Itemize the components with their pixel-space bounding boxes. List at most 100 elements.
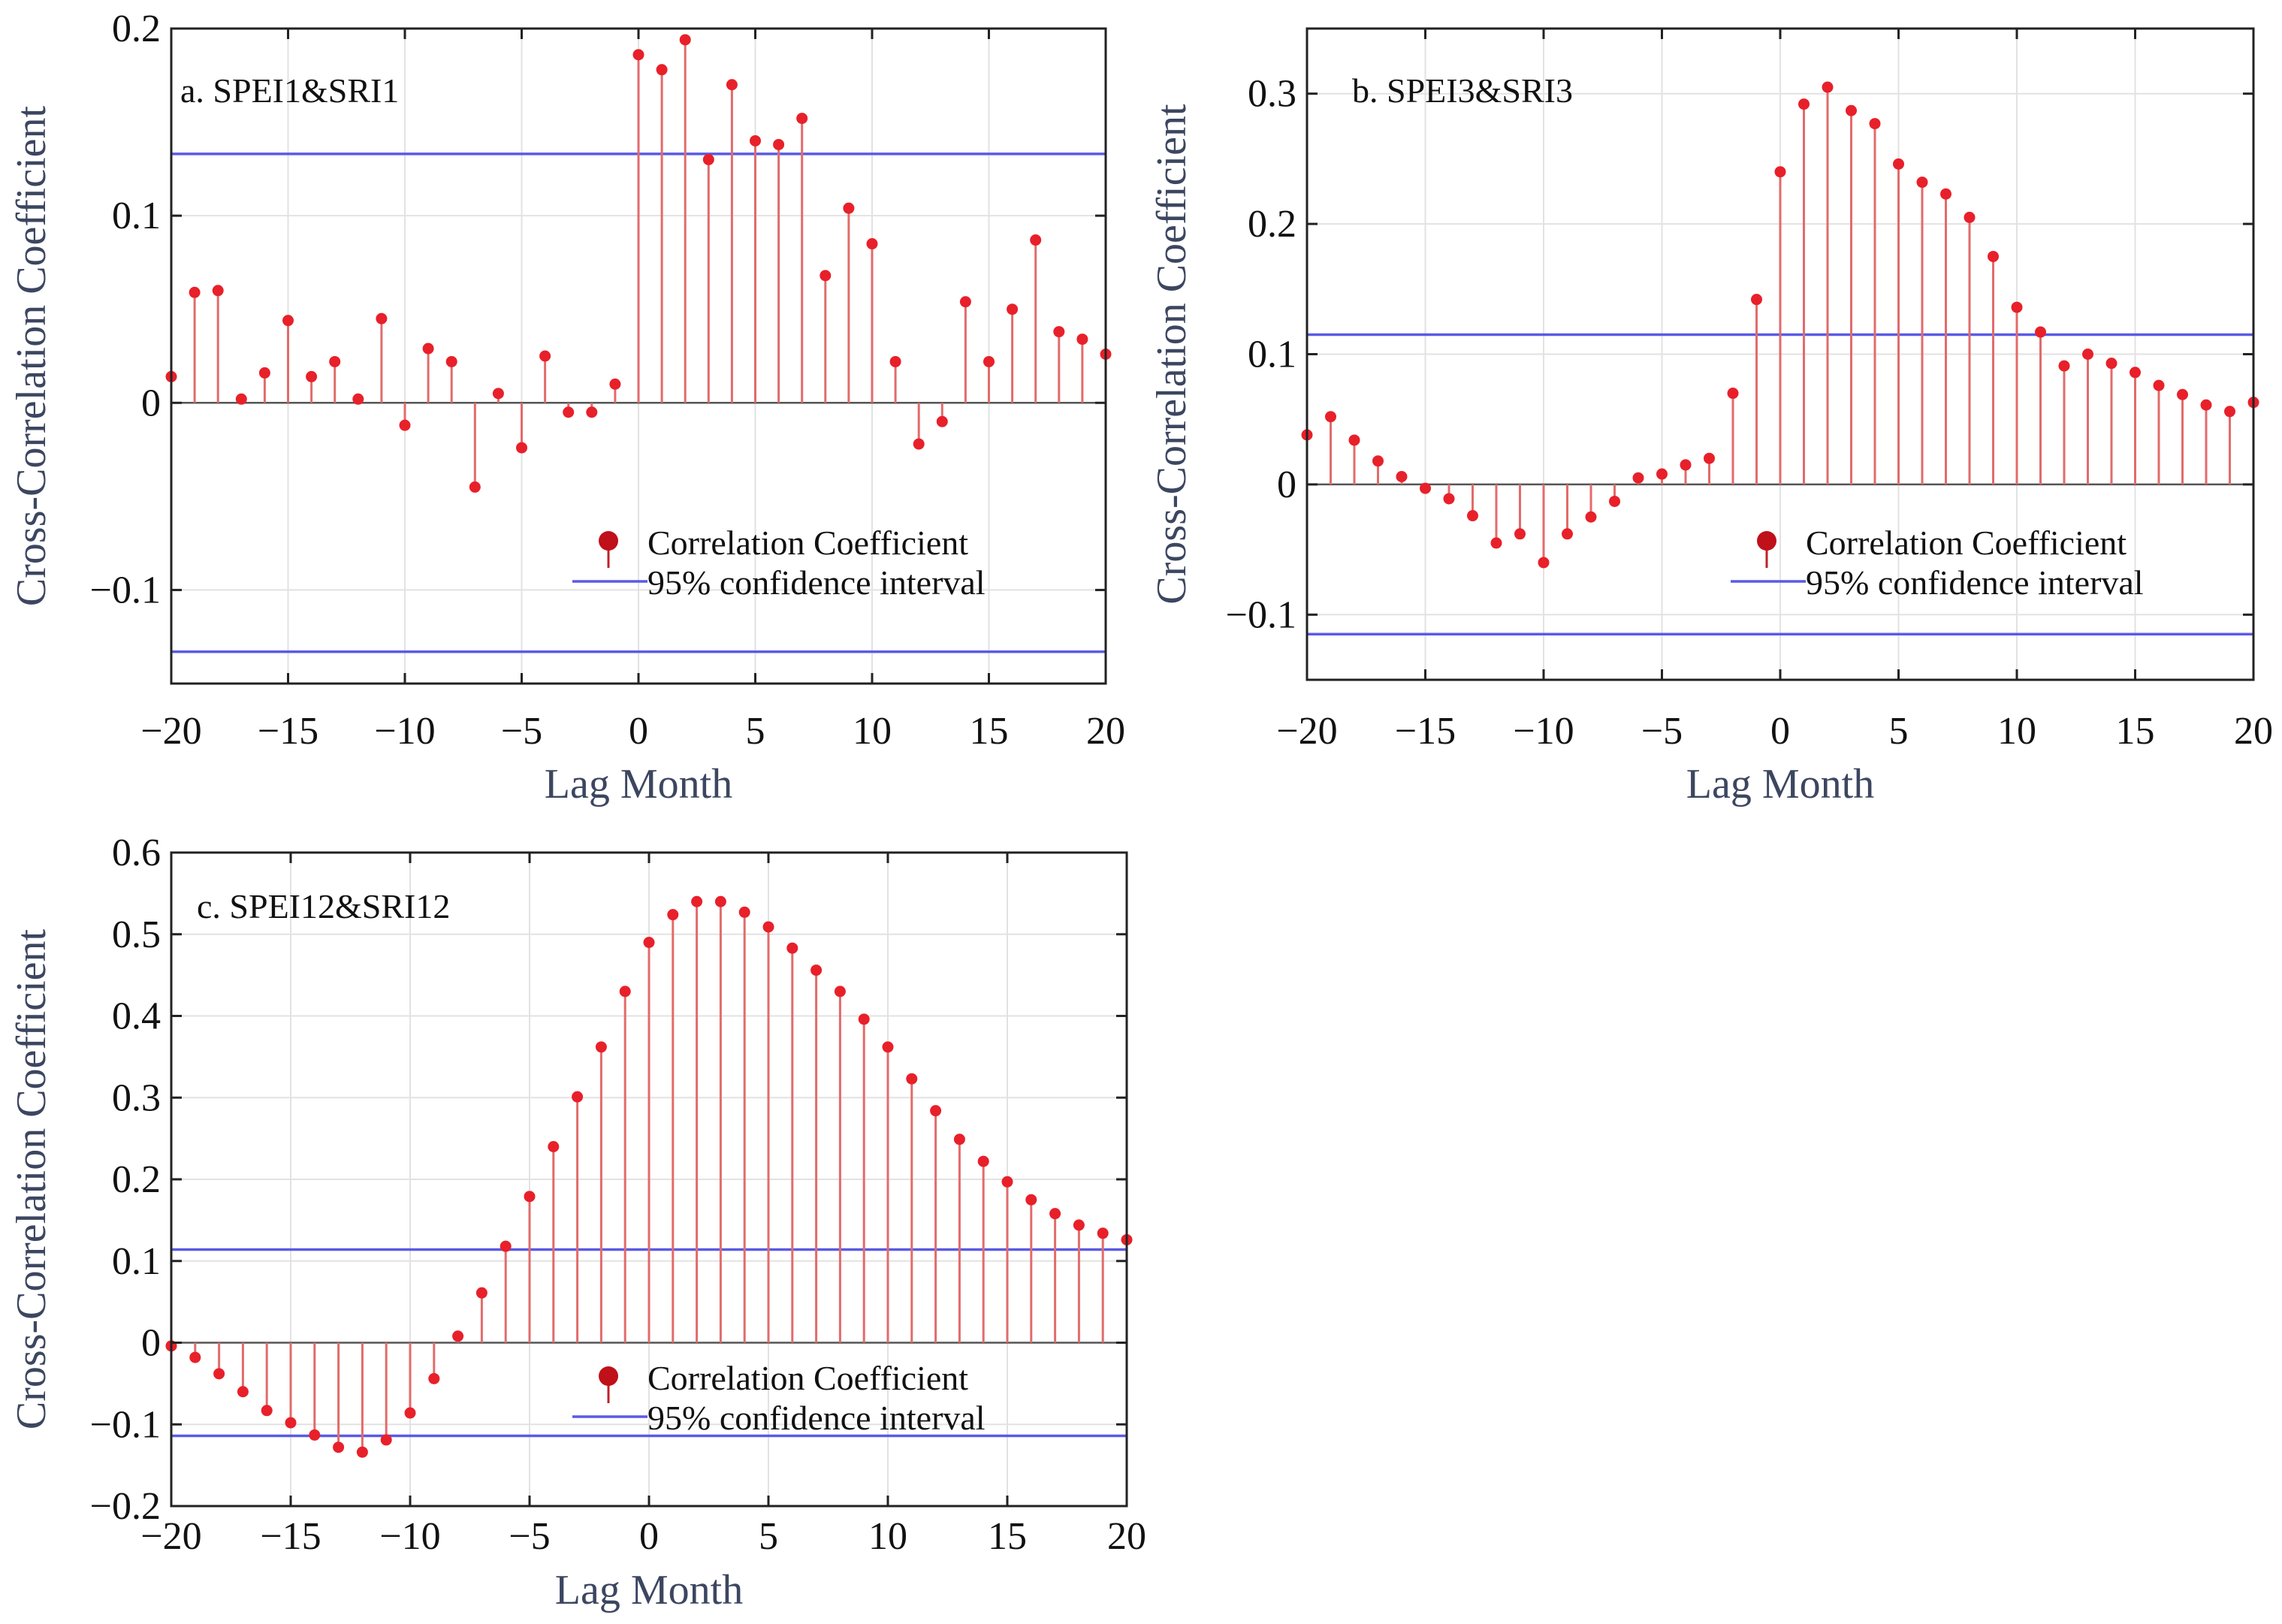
data-point-marker — [667, 909, 679, 921]
data-point-marker — [2177, 388, 2188, 400]
data-point-marker — [858, 1013, 870, 1025]
x-tick-label: 15 — [2116, 710, 2155, 753]
data-point-marker — [445, 355, 457, 367]
data-point-marker — [930, 1105, 942, 1117]
data-point-marker — [492, 388, 504, 400]
data-point-marker — [679, 34, 691, 46]
x-tick-label: −5 — [501, 710, 542, 753]
data-point-marker — [261, 1405, 273, 1417]
data-point-marker — [1348, 434, 1360, 446]
x-axis-label: Lag Month — [1686, 761, 1874, 807]
data-point-marker — [1049, 1208, 1061, 1220]
data-point-marker — [632, 49, 644, 61]
data-point-marker — [750, 134, 761, 146]
data-point-marker — [2035, 326, 2046, 338]
data-point-marker — [1073, 1219, 1085, 1231]
data-point-marker — [834, 986, 846, 998]
x-tick-label: −5 — [509, 1515, 550, 1558]
y-tick-label: 0.2 — [112, 1158, 161, 1201]
data-point-marker — [1097, 1227, 1109, 1239]
y-tick-label: 0.2 — [1248, 203, 1296, 246]
data-point-marker — [1030, 234, 1042, 246]
data-point-marker — [1704, 452, 1715, 464]
legend-marker-icon — [599, 1366, 618, 1386]
x-tick-label: −10 — [1513, 710, 1574, 753]
data-point-marker — [786, 942, 798, 954]
data-point-marker — [422, 343, 434, 355]
data-point-marker — [953, 1133, 965, 1146]
data-point-marker — [1007, 303, 1019, 315]
data-point-marker — [1001, 1176, 1013, 1188]
x-axis-label: Lag Month — [545, 761, 732, 807]
data-point-marker — [762, 921, 774, 933]
y-tick-label: 0.3 — [112, 1076, 161, 1119]
y-tick-label: −0.2 — [90, 1485, 161, 1528]
data-point-marker — [906, 1073, 918, 1085]
y-tick-label: 0.1 — [112, 195, 161, 237]
data-point-marker — [1964, 211, 1976, 223]
data-point-marker — [913, 438, 925, 450]
x-tick-label: −20 — [140, 710, 201, 753]
x-tick-label: −5 — [1641, 710, 1683, 753]
data-point-marker — [469, 481, 481, 493]
data-point-marker — [285, 1417, 297, 1429]
data-point-marker — [1076, 334, 1088, 346]
data-point-marker — [2082, 349, 2093, 360]
y-tick-label: 0.1 — [1248, 334, 1296, 376]
data-point-marker — [889, 355, 901, 367]
data-point-marker — [1916, 177, 1928, 189]
data-point-marker — [237, 1386, 249, 1398]
data-point-marker — [643, 937, 655, 949]
x-tick-label: 15 — [970, 710, 1009, 753]
data-point-marker — [2130, 367, 2141, 379]
y-tick-label: 0.5 — [112, 913, 161, 956]
data-point-marker — [356, 1446, 368, 1458]
data-point-marker — [656, 64, 668, 76]
x-tick-label: −10 — [379, 1515, 440, 1558]
data-point-marker — [1988, 250, 1999, 262]
data-point-marker — [959, 296, 971, 308]
y-tick-label: 0 — [1277, 463, 1296, 506]
data-point-marker — [1727, 388, 1739, 400]
x-tick-label: 5 — [759, 1515, 778, 1558]
data-point-marker — [258, 367, 270, 379]
data-point-marker — [1514, 528, 1526, 540]
data-point-marker — [1562, 528, 1573, 540]
y-tick-label: −0.1 — [90, 569, 161, 611]
x-tick-label: 10 — [853, 710, 892, 753]
panel-title: c. SPEI12&SRI12 — [197, 887, 450, 925]
data-point-marker — [1846, 104, 1857, 116]
legend-line-label: 95% confidence interval — [647, 563, 986, 602]
y-tick-label: 0 — [141, 1322, 161, 1365]
y-tick-label: 0 — [141, 382, 161, 424]
y-tick-label: 0.4 — [112, 995, 161, 1038]
x-tick-label: 20 — [1086, 710, 1125, 753]
data-point-marker — [820, 270, 832, 282]
data-point-marker — [539, 350, 551, 362]
data-point-marker — [282, 315, 294, 327]
data-point-marker — [983, 355, 995, 367]
data-point-marker — [572, 1091, 584, 1103]
legend-line-label: 95% confidence interval — [647, 1399, 986, 1437]
x-tick-label: 20 — [2234, 710, 2273, 753]
data-point-marker — [1396, 470, 1408, 482]
data-point-marker — [516, 442, 527, 454]
data-point-marker — [1325, 411, 1336, 423]
x-tick-label: 5 — [746, 710, 765, 753]
x-axis-label: Lag Month — [555, 1567, 743, 1613]
data-point-marker — [977, 1155, 989, 1167]
data-point-marker — [380, 1434, 392, 1446]
data-point-marker — [399, 419, 411, 431]
data-point-marker — [475, 1287, 487, 1299]
y-tick-label: 0.3 — [1248, 73, 1296, 116]
y-tick-label: 0.2 — [112, 8, 161, 50]
x-tick-label: 5 — [1889, 710, 1909, 753]
chart-panel-a: −20 −15 −10 −5 0 5 10 15 20 −0.1 0 0.1 0.2 Lag Month C… — [8, 8, 1125, 807]
data-point-marker — [548, 1141, 560, 1152]
x-tick-label: 0 — [629, 710, 648, 753]
legend-marker-label: Correlation Coefficient — [1806, 524, 2127, 562]
legend-line-label: 95% confidence interval — [1806, 563, 2144, 602]
data-point-marker — [2105, 358, 2117, 370]
